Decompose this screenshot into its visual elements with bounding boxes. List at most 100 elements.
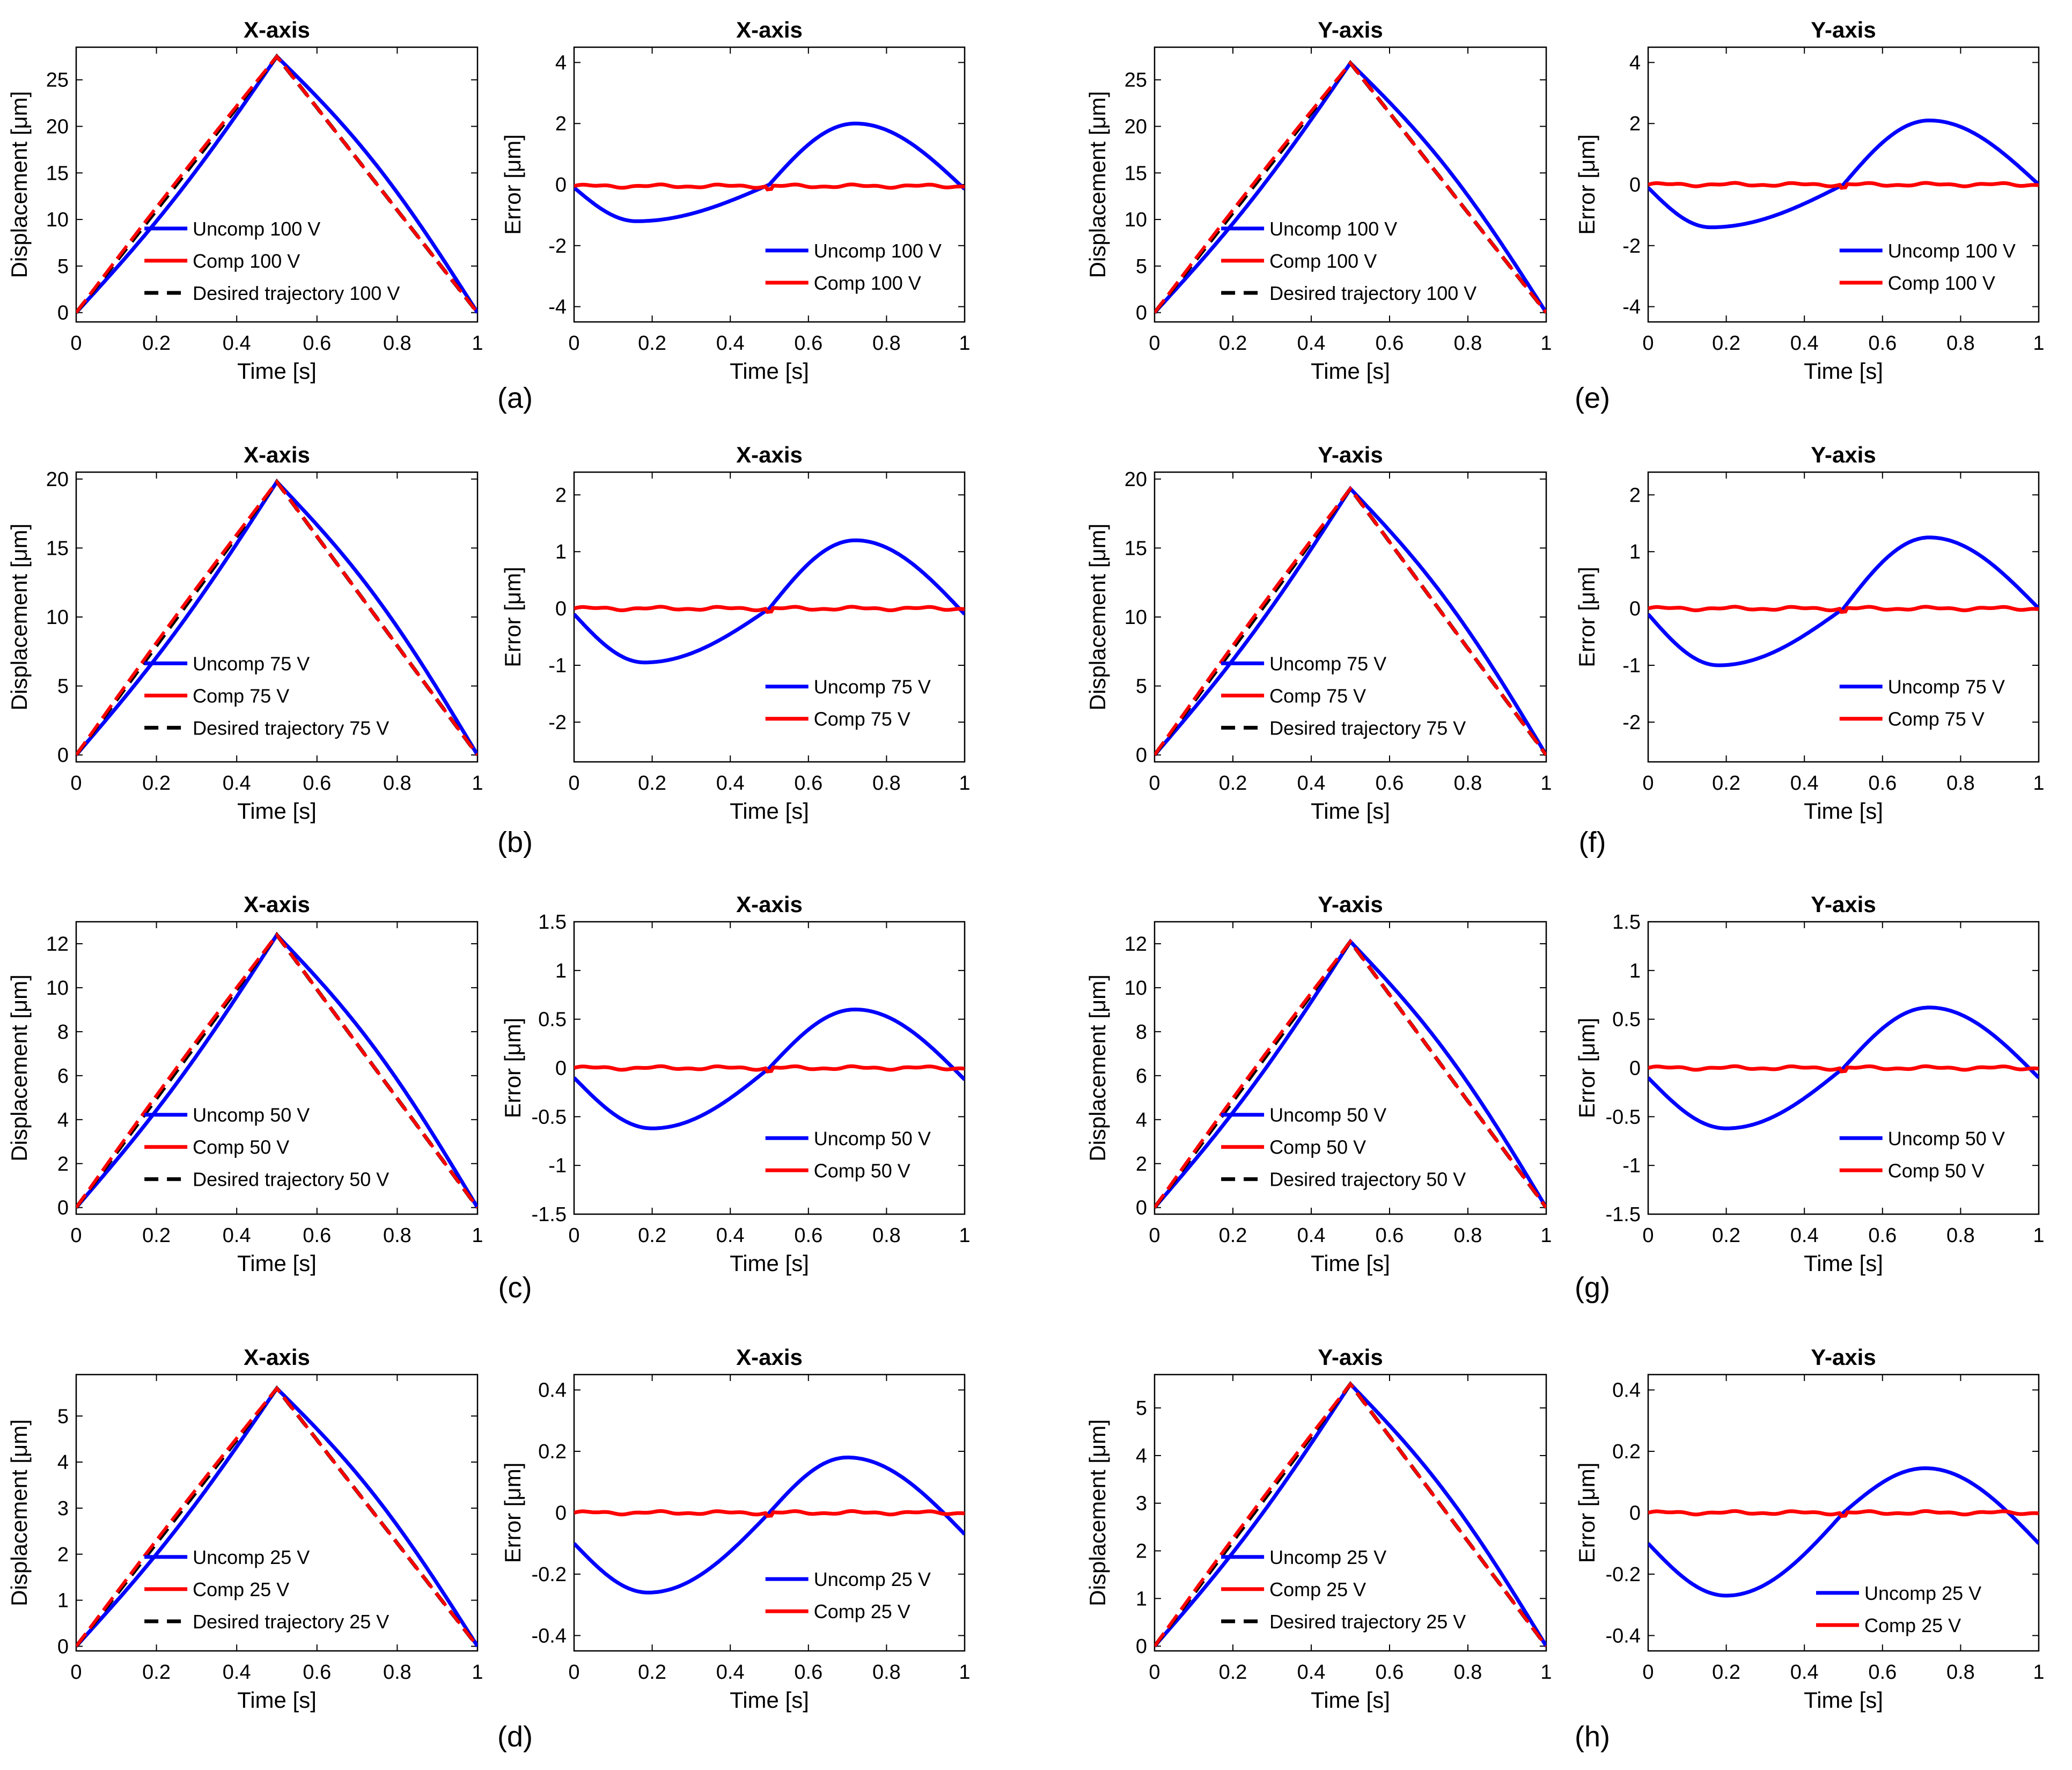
x-tick-label: 0.8: [872, 1661, 901, 1684]
y-tick-label: 1: [555, 960, 567, 982]
x-tick-label: 0: [70, 1224, 82, 1247]
x-axis-label: Time [s]: [1311, 358, 1390, 384]
x-axis-label: Time [s]: [237, 1251, 317, 1276]
series-layer: [574, 1456, 965, 1595]
x-tick-label: 0.8: [872, 772, 901, 795]
x-tick-label: 0.8: [1454, 772, 1482, 795]
y-axis-label: Displacement [μm]: [6, 91, 32, 278]
y-tick-label: 0: [1136, 1635, 1147, 1658]
legend-label: Desired trajectory 50 V: [193, 1169, 389, 1191]
y-tick-label: 0: [1136, 1197, 1147, 1220]
y-tick-label: 0: [555, 1057, 567, 1080]
x-tick-label: 1: [2033, 332, 2044, 355]
x-axis-label: Time [s]: [237, 798, 317, 824]
x-tick-label: 0.6: [794, 772, 822, 795]
x-tick-label: 0: [568, 1224, 579, 1247]
series-layer: [574, 1007, 965, 1130]
y-axis-label: Displacement [μm]: [6, 974, 32, 1162]
y-tick-label: -2: [1622, 235, 1641, 258]
x-tick-label: 0: [1149, 772, 1160, 795]
chart-b-err: 0 0.2 0.4 0.6 0.8 1 -2 -1 0 1 2 X-axis Time [s] Error…: [500, 442, 971, 824]
legend: Uncomp 100 V Comp 100 V Desired trajectory…: [1221, 218, 1476, 304]
x-tick-label: 0.4: [1297, 332, 1326, 355]
y-tick-label: 1.5: [1612, 911, 1641, 934]
x-axis-label: Time [s]: [730, 1687, 809, 1713]
plot-area: [75, 921, 479, 1215]
x-tick-label: 0.6: [1376, 772, 1404, 795]
x-tick-label: 0.2: [1712, 1224, 1740, 1247]
y-tick-label: 4: [555, 52, 567, 74]
y-tick-label: 0: [555, 1502, 567, 1525]
y-tick-label: -4: [548, 296, 567, 319]
x-tick-label: 0.8: [1454, 332, 1482, 355]
y-tick-label: 2: [57, 1153, 69, 1176]
series-line-comp: [1648, 1064, 2039, 1074]
legend-label: Comp 100 V: [193, 250, 300, 272]
x-tick-label: 1: [1540, 1224, 1552, 1247]
series-line-uncomp: [1648, 1005, 2039, 1130]
x-tick-label: 0.6: [794, 1661, 822, 1684]
panel-label: (b): [497, 826, 533, 858]
y-axis-label: Displacement [μm]: [1085, 974, 1110, 1162]
x-tick-label: 1: [472, 1224, 483, 1247]
x-tick-label: 0.2: [142, 772, 171, 795]
chart-title: Y-axis: [1318, 17, 1383, 42]
legend-label: Uncomp 75 V: [1269, 652, 1386, 674]
series-line-comp: [76, 1385, 477, 1648]
y-tick-label: 0.2: [538, 1441, 567, 1463]
y-tick-label: 1: [1136, 1588, 1147, 1610]
series-line-comp: [1648, 181, 2039, 190]
panel-label: (e): [1575, 382, 1610, 414]
y-tick-label: 0: [1136, 302, 1147, 325]
x-tick-label: 1: [2033, 1661, 2044, 1684]
x-tick-label: 0: [568, 772, 579, 795]
y-tick-label: 2: [1629, 484, 1641, 506]
legend-label: Comp 75 V: [1888, 708, 1985, 730]
y-tick-label: 25: [46, 69, 69, 92]
y-tick-label: 15: [1125, 162, 1147, 185]
legend: Uncomp 75 V Comp 75 V Desired trajectory 7…: [144, 652, 389, 739]
legend: Uncomp 100 V Comp 100 V: [765, 240, 942, 294]
x-tick-label: 0.8: [383, 1661, 412, 1684]
y-tick-label: 4: [57, 1109, 69, 1132]
y-tick-label: 6: [1136, 1065, 1147, 1088]
series-layer: [1155, 938, 1546, 1209]
legend-label: Comp 50 V: [1888, 1159, 1985, 1181]
y-axis-label: Error [μm]: [1574, 567, 1599, 667]
y-tick-label: 0.4: [1612, 1379, 1641, 1402]
x-axis-label: Time [s]: [1804, 798, 1883, 824]
chart-title: Y-axis: [1318, 442, 1383, 467]
x-tick-label: 0.6: [1376, 1661, 1404, 1684]
plot-area: [1153, 921, 1547, 1215]
y-tick-label: 2: [555, 113, 567, 135]
series-layer: [1648, 118, 2039, 230]
x-tick-label: 0.4: [223, 1661, 251, 1684]
y-tick-label: 0: [57, 744, 69, 767]
y-tick-label: -1.5: [1606, 1203, 1641, 1226]
series-line-comp: [1648, 605, 2039, 614]
y-tick-label: -2: [548, 235, 567, 258]
legend: Uncomp 100 V Comp 100 V Desired trajectory…: [144, 218, 400, 304]
y-tick-label: 2: [1136, 1153, 1147, 1176]
x-tick-label: 0.2: [1219, 1224, 1247, 1247]
legend-label: Uncomp 50 V: [814, 1127, 931, 1149]
y-tick-label: 0: [555, 174, 567, 196]
legend: Uncomp 75 V Comp 75 V: [765, 676, 931, 730]
y-tick-label: 2: [1629, 113, 1641, 135]
panel-label: (g): [1575, 1272, 1610, 1304]
x-tick-label: 1: [1540, 772, 1552, 795]
series-layer: [1155, 486, 1546, 757]
y-tick-label: 5: [57, 675, 69, 698]
series-line-comp: [574, 182, 965, 192]
x-tick-label: 0.6: [1376, 332, 1404, 355]
legend-label: Comp 50 V: [1269, 1136, 1366, 1158]
y-tick-label: 0: [1136, 744, 1147, 767]
y-tick-label: 2: [555, 484, 567, 506]
chart-title: X-axis: [244, 17, 310, 42]
series-layer: [1155, 1381, 1546, 1648]
chart-title: X-axis: [736, 442, 803, 467]
x-tick-label: 0.8: [872, 332, 901, 355]
y-axis-label: Error [μm]: [500, 1463, 525, 1563]
